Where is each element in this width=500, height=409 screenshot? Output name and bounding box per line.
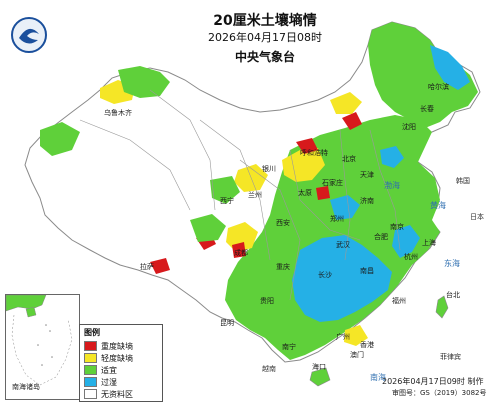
country-korea: 韩国 [456, 177, 470, 185]
south-china-sea-inset: 南海诸岛 [5, 294, 80, 400]
city-changsha: 长沙 [318, 271, 332, 279]
city-jinan: 济南 [360, 197, 374, 205]
city-urumqi: 乌鲁木齐 [104, 109, 132, 117]
region-suitable-xinjiang-north [118, 66, 170, 98]
made-timestamp: 2026年04月17日09时 制作 [382, 377, 484, 386]
city-yinchuan: 银川 [262, 165, 276, 173]
city-shenyang: 沈阳 [402, 123, 416, 131]
approval-number: 审图号：GS（2019）3082号 [392, 389, 487, 397]
sea-yellow: 黄海 [430, 201, 446, 210]
region-suitable-qinghai [210, 176, 240, 204]
legend-item-wet: 过湿 [84, 376, 162, 388]
legend-swatch-suitable [84, 365, 97, 375]
city-lhasa: 拉萨 [140, 263, 154, 271]
inset-map [6, 295, 79, 399]
map-title: 20厘米土壤墒情 [213, 13, 317, 29]
country-philippines: 菲律宾 [440, 353, 461, 361]
region-wet-south [292, 235, 392, 322]
sea-east: 东海 [444, 259, 460, 268]
city-kunming: 昆明 [220, 319, 234, 327]
country-japan: 日本 [470, 213, 484, 221]
city-taiyuan: 太原 [298, 189, 312, 197]
map-date: 2026年04月17日08时 [208, 31, 322, 44]
region-light-neimeng [330, 92, 362, 114]
city-taipei: 台北 [446, 291, 460, 299]
region-severe-tibet [150, 258, 170, 274]
city-hohhot: 呼和浩特 [300, 149, 328, 157]
city-nanjing: 南京 [390, 223, 404, 231]
city-harbin: 哈尔滨 [428, 83, 449, 91]
region-light-south [344, 325, 368, 346]
legend-label-nodata: 无资料区 [101, 389, 133, 399]
legend-label-light: 轻度缺墒 [101, 353, 133, 363]
legend-label-wet: 过湿 [101, 377, 117, 387]
city-shijiazhuang: 石家庄 [322, 179, 343, 187]
city-chongqing: 重庆 [276, 263, 290, 271]
city-macau: 澳门 [350, 351, 364, 359]
region-severe-north [296, 138, 318, 154]
country-vietnam: 越南 [262, 365, 276, 373]
legend-item-light: 轻度缺墒 [84, 352, 162, 364]
hainan-island [309, 367, 331, 387]
region-wet-northeast [430, 45, 470, 90]
inset-label: 南海诸岛 [12, 383, 40, 391]
region-wet-east [392, 225, 420, 258]
region-suitable-xinjiang-south [40, 122, 80, 156]
city-hongkong: 香港 [360, 341, 374, 349]
legend-swatch-wet [84, 377, 97, 387]
title-block: 20厘米土壤墒情 2026年04月17日08时 中央气象台 [150, 12, 380, 65]
city-nanning: 南宁 [282, 343, 296, 351]
region-light-north [282, 148, 325, 182]
city-lanzhou: 兰州 [248, 191, 262, 199]
city-tianjin: 天津 [360, 171, 374, 179]
map-agency: 中央气象台 [234, 50, 295, 64]
legend-item-nodata: 无资料区 [84, 388, 162, 400]
legend-item-severe: 重度缺墒 [84, 340, 162, 352]
region-wet-central [330, 195, 360, 220]
cma-logo [10, 16, 48, 54]
city-hefei: 合肥 [374, 233, 388, 241]
legend-swatch-nodata [84, 389, 97, 399]
sea-bohai: 渤海 [384, 181, 400, 190]
city-guiyang: 贵阳 [260, 297, 274, 305]
taiwan-island [435, 295, 449, 319]
city-changchun: 长春 [420, 105, 434, 113]
city-wuhan: 武汉 [336, 241, 350, 249]
legend-swatch-light [84, 353, 97, 363]
city-zhengzhou: 郑州 [330, 215, 344, 223]
city-shanghai: 上海 [422, 239, 436, 247]
province-borders [79, 89, 401, 301]
region-severe-yunnan [232, 242, 246, 258]
region-wet-coast [380, 146, 404, 168]
city-fuzhou: 福州 [392, 297, 406, 305]
region-severe-neimeng [342, 112, 362, 130]
city-guangzhou: 广州 [336, 333, 350, 341]
legend-swatch-severe [84, 341, 97, 351]
region-suitable-northeast [368, 22, 478, 128]
city-beijing: 北京 [342, 155, 356, 163]
city-xining: 西宁 [220, 197, 234, 205]
region-severe-shanxi [316, 186, 330, 200]
city-chengdu: 成都 [234, 249, 248, 257]
sea-south: 南海 [370, 373, 386, 382]
legend-item-suitable: 适宜 [84, 364, 162, 376]
map-legend: 图例 重度缺墒 轻度缺墒 适宜 过湿 无资料区 [79, 324, 163, 402]
legend-label-severe: 重度缺墒 [101, 341, 133, 351]
city-xian: 西安 [276, 219, 290, 227]
legend-title: 图例 [84, 328, 100, 337]
city-nanchang: 南昌 [360, 267, 374, 275]
city-haikou: 海口 [312, 363, 326, 371]
region-suitable-tibet [190, 214, 226, 242]
city-hangzhou: 杭州 [404, 253, 418, 261]
legend-label-suitable: 适宜 [101, 365, 117, 375]
